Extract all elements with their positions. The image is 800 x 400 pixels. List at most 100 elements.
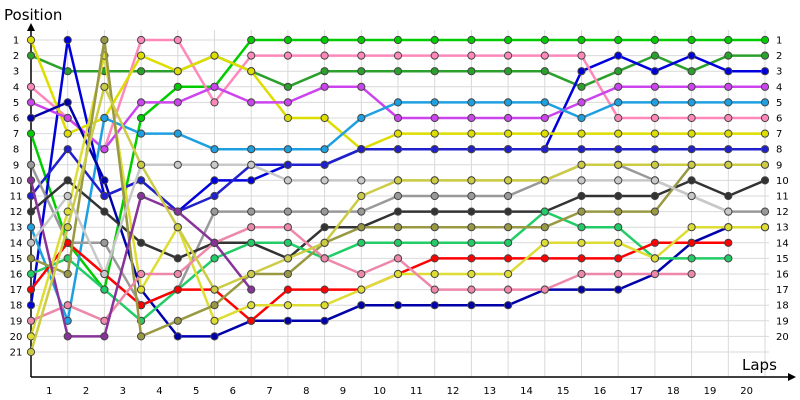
y-tick-label: 2 [13, 51, 19, 62]
y-tick-label: 16 [10, 270, 23, 281]
y-tick-label: 9 [13, 160, 19, 171]
x-tick-label: 20 [740, 386, 753, 397]
data-point [247, 238, 256, 247]
y-tick-label: 13 [10, 223, 23, 234]
data-point [724, 223, 733, 232]
data-point [393, 269, 403, 279]
right-tick-label: 14 [776, 238, 789, 249]
data-point [577, 269, 586, 279]
data-point [540, 285, 549, 294]
data-point [100, 285, 109, 294]
right-tick-label: 19 [776, 316, 789, 327]
data-point [724, 145, 733, 154]
data-point [760, 176, 770, 185]
data-point [724, 207, 733, 216]
data-point [283, 207, 292, 216]
data-point [540, 67, 549, 76]
data-point [26, 332, 36, 341]
data-point [467, 269, 476, 279]
data-point [283, 223, 292, 232]
data-point [540, 254, 549, 263]
data-point [393, 191, 403, 201]
data-point [357, 223, 366, 232]
data-point [26, 301, 36, 310]
data-point [614, 207, 623, 216]
data-point [137, 285, 146, 294]
data-point [687, 129, 696, 138]
data-point [283, 82, 292, 91]
data-point [357, 238, 366, 247]
series-19 [26, 82, 770, 357]
right-tick-label: 6 [776, 114, 782, 125]
data-point [26, 160, 36, 169]
x-tick-label: 11 [410, 386, 423, 397]
data-point [137, 98, 146, 107]
data-point [614, 223, 623, 232]
data-point [614, 51, 623, 60]
data-point [650, 98, 660, 107]
data-point [210, 145, 219, 154]
data-point [577, 191, 586, 201]
data-point [26, 285, 36, 294]
data-point [540, 145, 549, 154]
y-tick-label: 5 [13, 98, 19, 109]
data-point [100, 35, 109, 45]
data-point [760, 51, 770, 60]
y-tick-label: 4 [13, 82, 19, 93]
data-point [357, 176, 366, 185]
data-point [540, 223, 549, 232]
data-point [540, 113, 549, 123]
data-point [430, 51, 439, 60]
data-point [173, 316, 182, 325]
data-point [63, 67, 72, 76]
right-tick-label: 1 [776, 36, 782, 47]
data-point [247, 176, 256, 185]
data-point [357, 67, 366, 76]
data-point [137, 332, 146, 341]
data-point [760, 98, 770, 107]
data-point [430, 285, 439, 294]
data-point [650, 51, 660, 60]
x-tick-label: 5 [193, 386, 199, 397]
data-point [650, 207, 660, 216]
data-point [137, 129, 146, 138]
data-point [430, 269, 439, 279]
data-point [320, 223, 329, 232]
data-point [63, 223, 72, 232]
data-point [137, 176, 146, 185]
data-point [137, 51, 146, 60]
data-point [63, 129, 72, 138]
data-point [504, 285, 513, 294]
data-point [577, 223, 586, 232]
x-tick-labels: 1 2 3 4 5 6 7 8 9 10 11 12 13 14 15 16 17 18 19 20 [46, 386, 753, 397]
data-point [760, 35, 770, 45]
data-point [650, 269, 660, 279]
x-tick-label: 3 [120, 386, 126, 397]
data-point [504, 98, 513, 107]
data-point [467, 145, 476, 154]
data-point [247, 316, 256, 325]
data-point [100, 191, 109, 201]
data-point [247, 51, 256, 60]
data-point [63, 145, 72, 154]
data-point [467, 113, 476, 123]
data-point [137, 238, 146, 247]
data-point [210, 160, 219, 169]
data-point [614, 82, 623, 91]
data-point [504, 191, 513, 201]
series-17 [26, 176, 256, 341]
x-axis-arrow [788, 373, 796, 381]
data-point [210, 301, 219, 310]
right-tick-label: 10 [776, 176, 789, 187]
data-point [320, 145, 329, 154]
data-point [137, 269, 146, 279]
data-point [650, 238, 660, 247]
right-tick-label: 5 [776, 98, 782, 109]
data-point [467, 191, 476, 201]
data-point [540, 129, 549, 138]
data-point [687, 82, 696, 91]
data-point [430, 191, 439, 201]
data-point [283, 254, 292, 263]
data-point [577, 176, 586, 185]
data-point [504, 238, 513, 247]
